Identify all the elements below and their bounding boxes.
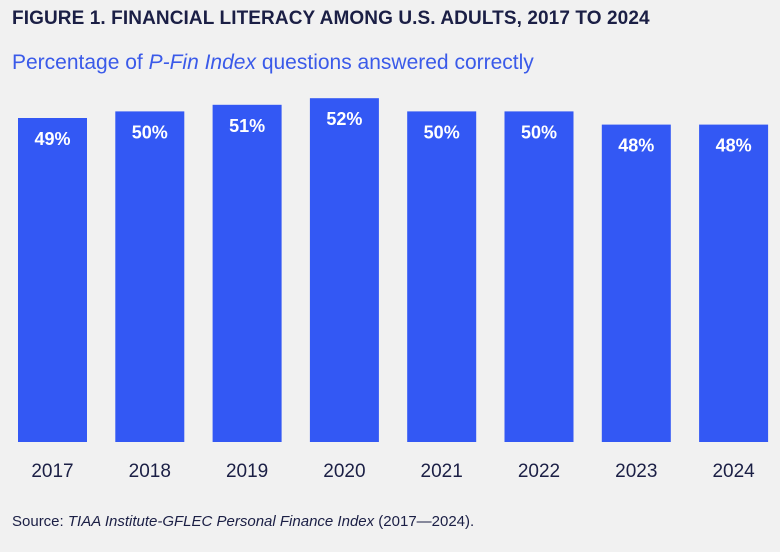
bar-chart: 49% 2017 50% 2018 51% 2019 52% 2020 50% 2021 50% 20… xyxy=(18,98,769,482)
bar-2019 xyxy=(212,104,282,443)
x-tick-label-2020: 2020 xyxy=(323,461,365,482)
bar-2020 xyxy=(309,98,379,442)
data-label-2021: 50% xyxy=(424,122,460,142)
data-label-2018: 50% xyxy=(132,122,168,142)
bar-2022 xyxy=(504,111,574,443)
x-tick-label-2024: 2024 xyxy=(712,461,755,482)
data-label-2023: 48% xyxy=(618,136,654,156)
chart-title: FIGURE 1. FINANCIAL LITERACY AMONG U.S. … xyxy=(12,8,650,29)
source-note: Source: TIAA Institute-GFLEC Personal Fi… xyxy=(12,513,474,530)
data-label-2017: 49% xyxy=(34,129,70,149)
bar-2017 xyxy=(18,118,87,442)
subtitle-text-pre: Percentage of xyxy=(12,51,149,74)
source-years: (2017—2024). xyxy=(374,513,475,530)
chart-subtitle: Percentage of P-Fin Index questions answ… xyxy=(12,51,534,75)
x-tick-label-2018: 2018 xyxy=(129,461,171,482)
data-label-2019: 51% xyxy=(229,116,265,136)
data-label-2024: 48% xyxy=(716,136,752,156)
data-label-2020: 52% xyxy=(326,109,362,129)
subtitle-text-post: questions answered correctly xyxy=(255,51,534,74)
bar-2024 xyxy=(699,124,769,442)
data-label-2022: 50% xyxy=(521,122,557,142)
x-tick-label-2022: 2022 xyxy=(518,461,560,482)
bar-2023 xyxy=(601,124,671,442)
subtitle-index-name: P-Fin Index xyxy=(148,51,256,74)
source-name: TIAA Institute-GFLEC Personal Finance In… xyxy=(67,513,375,530)
bar-2021 xyxy=(407,111,477,443)
source-label: Source: xyxy=(12,513,68,530)
x-tick-label-2019: 2019 xyxy=(226,461,268,482)
x-tick-label-2017: 2017 xyxy=(31,461,73,482)
x-tick-label-2023: 2023 xyxy=(615,461,657,482)
x-tick-label-2021: 2021 xyxy=(421,461,463,482)
bar-2018 xyxy=(115,111,185,443)
